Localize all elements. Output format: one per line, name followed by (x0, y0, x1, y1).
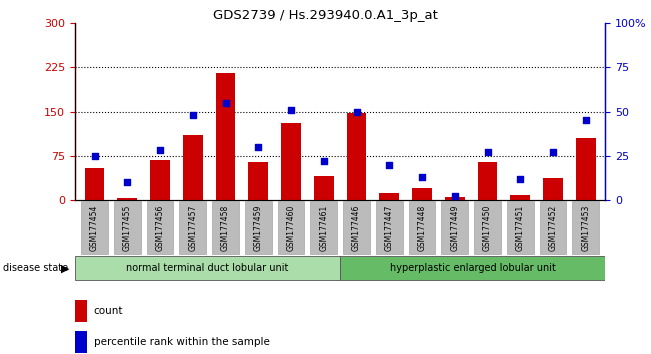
Point (220, 100, 230, 105)
Bar (380, 193, 399, 200)
Text: count: count (94, 306, 123, 316)
Text: GSM177460: GSM177460 (286, 204, 296, 251)
FancyBboxPatch shape (311, 201, 337, 253)
Bar (543, 178, 563, 200)
Text: percentile rank within the sample: percentile rank within the sample (94, 337, 270, 347)
Point (548, 149, 559, 155)
Text: GSM177455: GSM177455 (123, 204, 132, 251)
FancyBboxPatch shape (75, 256, 340, 280)
FancyBboxPatch shape (81, 201, 108, 253)
FancyBboxPatch shape (409, 201, 436, 253)
Point (89, 153, 100, 159)
Point (352, 109, 362, 114)
Bar (75, 301, 87, 322)
FancyBboxPatch shape (540, 201, 566, 253)
Text: GSM177454: GSM177454 (90, 204, 99, 251)
Bar (215, 73, 236, 200)
FancyBboxPatch shape (277, 201, 305, 253)
Text: GSM177456: GSM177456 (156, 204, 165, 251)
Text: normal terminal duct lobular unit: normal terminal duct lobular unit (126, 263, 288, 273)
FancyBboxPatch shape (146, 201, 173, 253)
Text: GSM177457: GSM177457 (188, 204, 197, 251)
Text: GSM177448: GSM177448 (417, 204, 426, 251)
FancyBboxPatch shape (114, 201, 141, 253)
Bar (117, 198, 137, 200)
Text: GSM177449: GSM177449 (450, 204, 459, 251)
FancyBboxPatch shape (376, 201, 403, 253)
Bar (85, 167, 104, 200)
Bar (510, 195, 530, 200)
Bar (150, 160, 170, 200)
Text: GSM177451: GSM177451 (516, 204, 525, 251)
Text: GSM177450: GSM177450 (483, 204, 492, 251)
Text: GSM177458: GSM177458 (221, 204, 230, 251)
Point (318, 158, 329, 164)
Bar (75, 331, 87, 353)
Bar (347, 113, 367, 200)
Bar (445, 197, 465, 200)
Bar (314, 176, 333, 200)
FancyBboxPatch shape (340, 256, 605, 280)
Point (581, 118, 591, 123)
Point (450, 194, 460, 199)
FancyBboxPatch shape (212, 201, 239, 253)
Bar (281, 123, 301, 200)
Point (482, 149, 493, 155)
Point (253, 144, 264, 150)
FancyBboxPatch shape (474, 201, 501, 253)
FancyBboxPatch shape (343, 201, 370, 253)
Bar (412, 188, 432, 200)
Point (417, 174, 427, 180)
Point (122, 179, 132, 185)
Point (187, 112, 198, 118)
Text: GSM177453: GSM177453 (581, 204, 590, 251)
FancyBboxPatch shape (245, 201, 271, 253)
Bar (183, 135, 202, 200)
Text: GSM177461: GSM177461 (319, 204, 328, 251)
Bar (249, 162, 268, 200)
Text: GSM177447: GSM177447 (385, 204, 394, 251)
Point (384, 162, 395, 167)
FancyBboxPatch shape (179, 201, 206, 253)
Point (286, 107, 296, 113)
Point (515, 176, 525, 182)
Text: GSM177452: GSM177452 (549, 204, 557, 251)
Text: disease state: disease state (3, 263, 68, 273)
Bar (478, 162, 497, 200)
FancyBboxPatch shape (572, 201, 599, 253)
Text: GSM177459: GSM177459 (254, 204, 263, 251)
Point (155, 148, 165, 153)
Text: ▶: ▶ (61, 263, 69, 273)
FancyBboxPatch shape (507, 201, 534, 253)
Text: GDS2739 / Hs.293940.0.A1_3p_at: GDS2739 / Hs.293940.0.A1_3p_at (213, 9, 438, 22)
Text: hyperplastic enlarged lobular unit: hyperplastic enlarged lobular unit (390, 263, 556, 273)
Bar (576, 138, 596, 200)
Text: GSM177446: GSM177446 (352, 204, 361, 251)
FancyBboxPatch shape (441, 201, 468, 253)
